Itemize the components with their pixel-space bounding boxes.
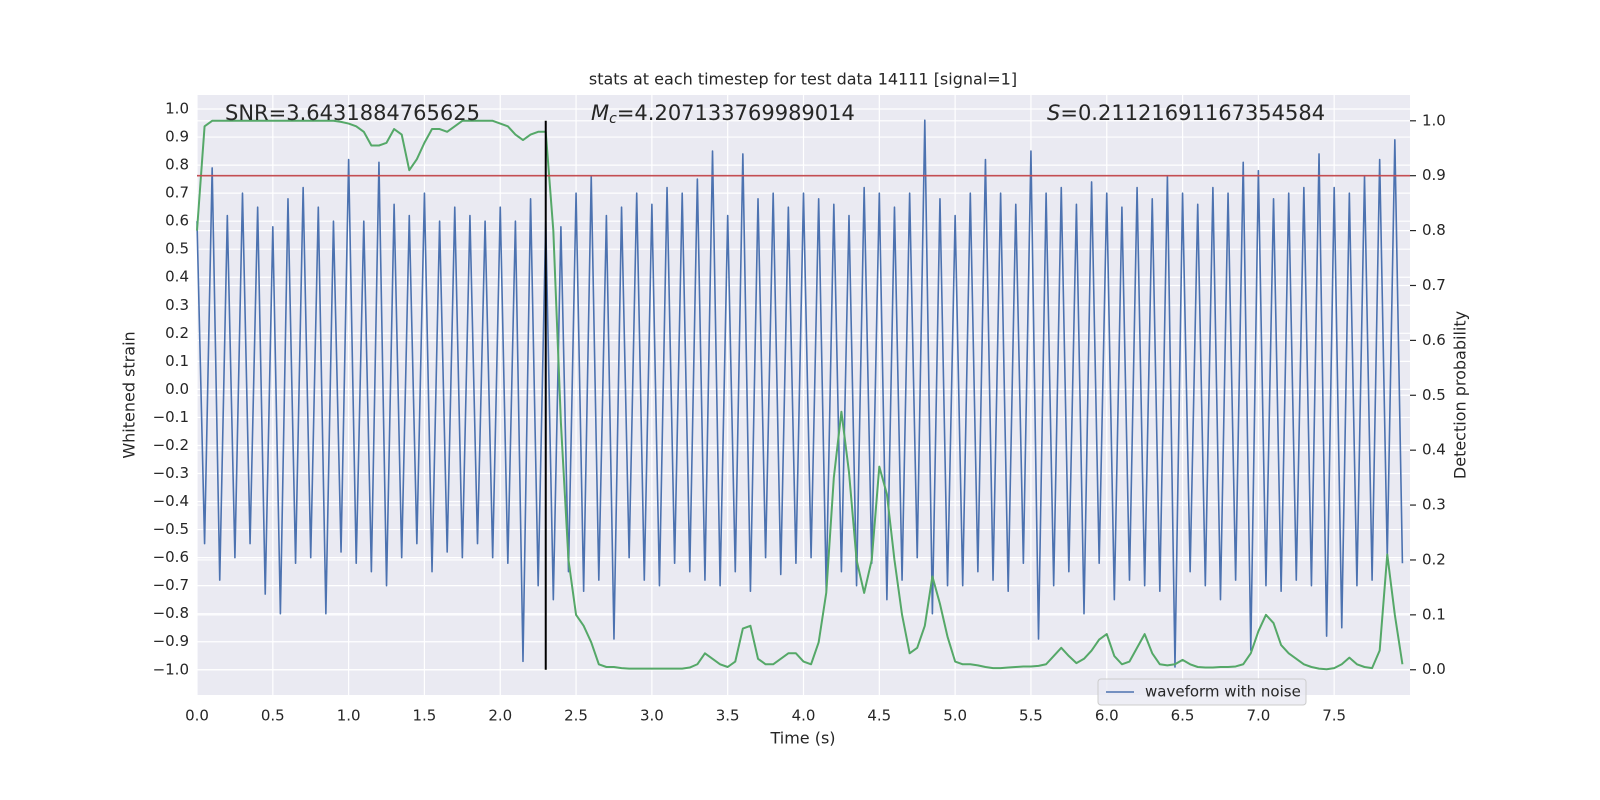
- y-tick-label: −0.1: [153, 408, 189, 426]
- y2-axis-label: Detection probability: [1451, 311, 1470, 479]
- y-tick-label: 0.1: [165, 352, 189, 370]
- y-tick-label: −1.0: [153, 660, 189, 678]
- data-line: [196, 119, 1404, 671]
- x-tick-label: 3.0: [640, 707, 664, 725]
- y-tick-label: −0.3: [153, 464, 189, 482]
- y-tick-label: −0.5: [153, 520, 189, 538]
- y-tick-label: 0.4: [165, 268, 189, 286]
- y-tick-label: −0.2: [153, 436, 189, 454]
- x-tick-label: 7.0: [1246, 707, 1270, 725]
- x-tick-label: 4.0: [792, 707, 816, 725]
- y-tick-label: 0.8: [165, 156, 189, 174]
- x-tick-label: 1.0: [337, 707, 361, 725]
- y2-tick-label: 0.9: [1422, 166, 1446, 184]
- chart-title: stats at each timestep for test data 141…: [589, 70, 1017, 89]
- y2-tick-label: 1.0: [1422, 111, 1446, 129]
- x-tick-label: 2.5: [564, 707, 588, 725]
- annotation-symbol: M: [591, 101, 609, 125]
- x-tick-label: 6.5: [1171, 707, 1195, 725]
- y2-tick-label: 0.7: [1422, 276, 1446, 294]
- y-tick-label: −0.9: [153, 632, 189, 650]
- annotation-text: =4.207133769989014: [617, 101, 855, 125]
- y-tick-label: 0.7: [165, 184, 189, 202]
- y-axis-label: Whitened strain: [120, 331, 139, 458]
- y-tick-label: 0.9: [165, 128, 189, 146]
- legend-label: waveform with noise: [1145, 683, 1301, 701]
- annotation-subscript: c: [609, 111, 617, 127]
- x-tick-label: 6.0: [1095, 707, 1119, 725]
- y2-tick-label: 0.1: [1422, 605, 1446, 623]
- x-tick-label: 0.5: [261, 707, 285, 725]
- x-tick-label: 5.0: [943, 707, 967, 725]
- y-tick-label: 1.0: [165, 100, 189, 118]
- y-tick-label: 0.6: [165, 212, 189, 230]
- x-tick-label: 1.5: [413, 707, 437, 725]
- y-tick-label: −0.7: [153, 576, 189, 594]
- legend-box: [1097, 678, 1307, 706]
- y2-tick-label: 0.0: [1422, 660, 1446, 678]
- y2-tick-label: 0.6: [1422, 331, 1446, 349]
- y-tick-label: 0.2: [165, 324, 189, 342]
- x-tick-label: 0.0: [185, 707, 209, 725]
- y2-tick-label: 0.8: [1422, 221, 1446, 239]
- y2-tick-label: 0.4: [1422, 441, 1446, 459]
- y-tick-label: −0.8: [153, 604, 189, 622]
- x-tick-label: 2.0: [488, 707, 512, 725]
- x-tick-label: 3.5: [716, 707, 740, 725]
- data-line: [196, 119, 1404, 668]
- x-tick-label: 7.5: [1322, 707, 1346, 725]
- y2-tick-label: 0.3: [1422, 496, 1446, 514]
- y-tick-label: −0.4: [153, 492, 189, 510]
- x-tick-label: 5.5: [1019, 707, 1043, 725]
- annotation: Mc=4.207133769989014: [591, 101, 855, 127]
- annotation-text: =0.21121691167354584: [1060, 101, 1325, 125]
- y-tick-label: 0.0: [165, 380, 189, 398]
- annotation-text: SNR=3.6431884765625: [225, 101, 480, 125]
- y2-tick-label: 0.2: [1422, 550, 1446, 568]
- annotation: SNR=3.6431884765625: [225, 101, 480, 125]
- x-axis-label: Time (s): [769, 729, 835, 748]
- annotation: S=0.21121691167354584: [1047, 101, 1325, 125]
- y-tick-label: 0.5: [165, 240, 189, 258]
- annotation-symbol: S: [1047, 101, 1060, 125]
- y2-tick-label: 0.5: [1422, 386, 1446, 404]
- y-tick-label: −0.6: [153, 548, 189, 566]
- y-tick-label: 0.3: [165, 296, 189, 314]
- x-tick-label: 4.5: [867, 707, 891, 725]
